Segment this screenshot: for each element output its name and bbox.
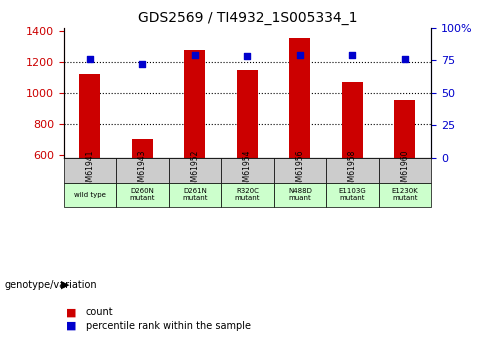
Text: GSM61954: GSM61954	[243, 149, 252, 191]
Text: E1103G
mutant: E1103G mutant	[339, 188, 367, 201]
Text: count: count	[86, 307, 113, 317]
Bar	[342, 82, 363, 158]
FancyBboxPatch shape	[221, 183, 274, 207]
Text: percentile rank within the sample: percentile rank within the sample	[86, 321, 251, 331]
Text: N488D
muant: N488D muant	[288, 188, 312, 201]
Text: GSM61960: GSM61960	[400, 149, 410, 191]
FancyBboxPatch shape	[379, 183, 431, 207]
Point	[401, 56, 409, 62]
Point	[348, 52, 356, 58]
Bar	[132, 139, 153, 158]
Text: GSM61956: GSM61956	[295, 149, 304, 191]
Title: GDS2569 / TI4932_1S005334_1: GDS2569 / TI4932_1S005334_1	[138, 11, 357, 25]
FancyBboxPatch shape	[116, 183, 169, 207]
Point	[191, 52, 199, 58]
Text: GSM61943: GSM61943	[138, 149, 147, 191]
FancyBboxPatch shape	[221, 158, 274, 183]
Text: GSM61952: GSM61952	[191, 150, 199, 191]
Point	[86, 56, 94, 62]
FancyBboxPatch shape	[169, 158, 221, 183]
Bar	[394, 100, 416, 158]
FancyBboxPatch shape	[326, 183, 379, 207]
Text: R320C
mutant: R320C mutant	[235, 188, 260, 201]
Text: D261N
mutant: D261N mutant	[182, 188, 208, 201]
Text: ■: ■	[66, 321, 76, 331]
FancyBboxPatch shape	[169, 183, 221, 207]
Text: GSM61941: GSM61941	[85, 150, 95, 191]
Point	[244, 53, 251, 59]
FancyBboxPatch shape	[274, 158, 326, 183]
FancyBboxPatch shape	[116, 158, 169, 183]
Bar	[79, 74, 100, 158]
Bar	[290, 38, 311, 158]
FancyBboxPatch shape	[64, 158, 116, 183]
Text: ■: ■	[66, 307, 76, 317]
Point	[139, 61, 147, 67]
Point	[296, 52, 304, 58]
Text: ▶: ▶	[61, 280, 70, 289]
FancyBboxPatch shape	[274, 183, 326, 207]
Text: D260N
mutant: D260N mutant	[130, 188, 155, 201]
Text: genotype/variation: genotype/variation	[5, 280, 98, 289]
Text: E1230K
mutant: E1230K mutant	[392, 188, 418, 201]
Bar	[237, 70, 258, 158]
FancyBboxPatch shape	[326, 158, 379, 183]
FancyBboxPatch shape	[379, 158, 431, 183]
FancyBboxPatch shape	[64, 183, 116, 207]
Text: GSM61958: GSM61958	[348, 150, 357, 191]
Text: wild type: wild type	[74, 192, 106, 198]
Bar	[184, 50, 205, 158]
